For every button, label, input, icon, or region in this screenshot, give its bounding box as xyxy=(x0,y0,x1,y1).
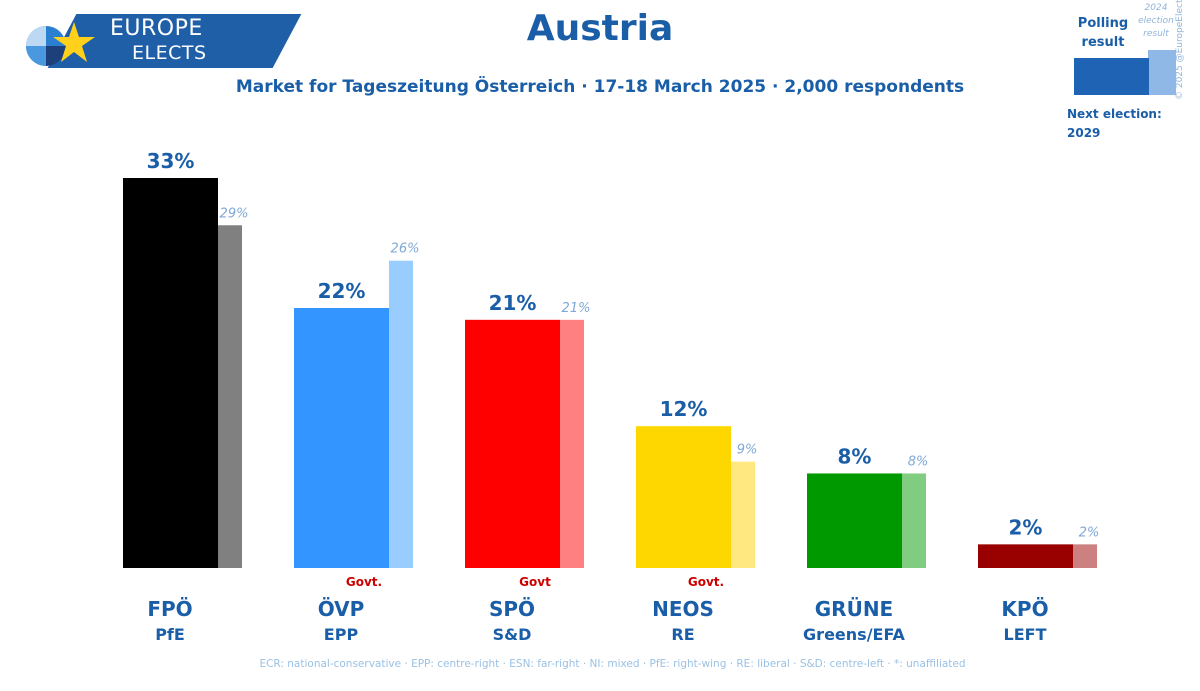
election-bar xyxy=(1073,544,1097,568)
govt-tag: Govt. xyxy=(346,575,382,589)
category-label: GRÜNE xyxy=(815,597,893,621)
chart-title: Austria xyxy=(526,8,674,49)
group-label: RE xyxy=(671,625,694,644)
election-data-label: 9% xyxy=(737,443,758,458)
legend: Polling result 2024 election result Next… xyxy=(1063,0,1193,150)
polling-data-label: 12% xyxy=(660,397,708,421)
group-label: Greens/EFA xyxy=(803,625,906,644)
category-label: SPÖ xyxy=(489,597,535,621)
category-label: KPÖ xyxy=(1001,597,1048,621)
polling-bar xyxy=(465,319,560,568)
govt-tag: Govt xyxy=(519,575,551,589)
polling-bar xyxy=(807,473,902,568)
legend-swatch-election xyxy=(1148,50,1176,95)
polling-bar xyxy=(123,178,218,568)
legend-election-label: 2024 election result xyxy=(1133,2,1179,41)
election-bar xyxy=(560,319,584,568)
chart-subtitle: Market for Tageszeitung Österreich · 17-… xyxy=(235,77,965,97)
next-election-label: Next election: xyxy=(1067,107,1162,121)
govt-tag: Govt. xyxy=(688,575,724,589)
election-data-label: 21% xyxy=(562,301,591,316)
election-data-label: 26% xyxy=(391,242,420,257)
legend-election-line1: 2024 xyxy=(1144,3,1168,13)
category-label: NEOS xyxy=(652,597,714,621)
election-data-label: 8% xyxy=(908,454,929,469)
legend-polling-line2: result xyxy=(1081,35,1125,50)
election-data-label: 29% xyxy=(220,206,249,221)
polling-data-label: 22% xyxy=(318,279,366,303)
legend-election-line2: election xyxy=(1138,16,1174,26)
legend-election-line3: result xyxy=(1143,29,1169,39)
legend-polling-label: Polling result xyxy=(1073,14,1133,52)
polling-bar xyxy=(636,426,731,568)
legend-swatch-polling xyxy=(1074,58,1149,95)
election-data-label: 2% xyxy=(1079,525,1100,540)
polling-data-label: 8% xyxy=(838,444,872,468)
election-bar xyxy=(389,260,413,568)
globe-star-icon xyxy=(26,22,95,66)
europe-elects-logo: EUROPE ELECTS xyxy=(22,12,302,70)
polling-data-label: 21% xyxy=(489,291,537,315)
legend-polling-line1: Polling xyxy=(1077,16,1129,31)
election-bar xyxy=(731,461,755,568)
footer-note: ECR: national-conservative · EPP: centre… xyxy=(259,658,966,670)
next-election-year: 2029 xyxy=(1067,126,1101,140)
polling-data-label: 2% xyxy=(1009,515,1043,539)
election-bar xyxy=(218,225,242,569)
group-label: LEFT xyxy=(1004,625,1047,644)
group-label: EPP xyxy=(324,625,359,644)
polling-bar xyxy=(978,544,1073,568)
polling-data-label: 33% xyxy=(147,149,195,173)
group-label: S&D xyxy=(493,625,532,644)
category-label: FPÖ xyxy=(147,597,192,621)
polling-bar xyxy=(294,308,389,568)
group-label: PfE xyxy=(155,625,185,644)
logo-text-europe: EUROPE xyxy=(110,16,203,41)
category-label: ÖVP xyxy=(318,597,365,621)
next-election: Next election: 2029 xyxy=(1067,105,1162,143)
logo-text-elects: ELECTS xyxy=(132,42,207,64)
election-bar xyxy=(902,473,926,568)
